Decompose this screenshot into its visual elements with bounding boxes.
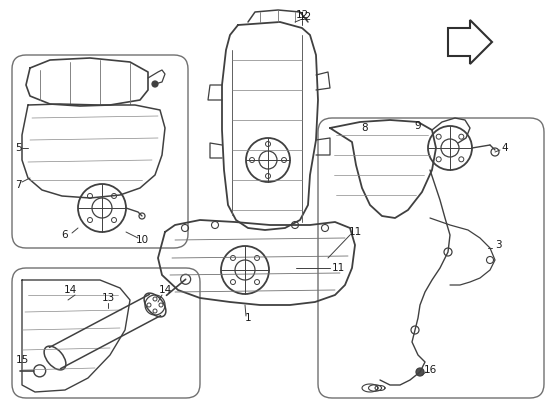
Text: 1: 1 [245, 313, 251, 323]
Text: 6: 6 [62, 230, 68, 240]
Text: 11: 11 [348, 227, 362, 237]
Text: 4: 4 [502, 143, 508, 153]
Circle shape [152, 81, 158, 87]
Text: 9: 9 [415, 121, 421, 131]
Text: 12: 12 [298, 12, 312, 22]
Text: 16: 16 [424, 365, 437, 375]
Text: 5: 5 [15, 143, 21, 153]
Text: 3: 3 [494, 240, 501, 250]
Text: 15: 15 [15, 355, 29, 365]
Text: 14: 14 [158, 285, 172, 295]
Text: 13: 13 [101, 293, 114, 303]
Text: 12: 12 [295, 10, 309, 20]
Polygon shape [448, 20, 492, 64]
Text: 8: 8 [362, 123, 369, 133]
Text: 14: 14 [63, 285, 76, 295]
Text: 7: 7 [15, 180, 21, 190]
Circle shape [416, 368, 424, 376]
Text: 10: 10 [135, 235, 149, 245]
Text: 11: 11 [331, 263, 345, 273]
